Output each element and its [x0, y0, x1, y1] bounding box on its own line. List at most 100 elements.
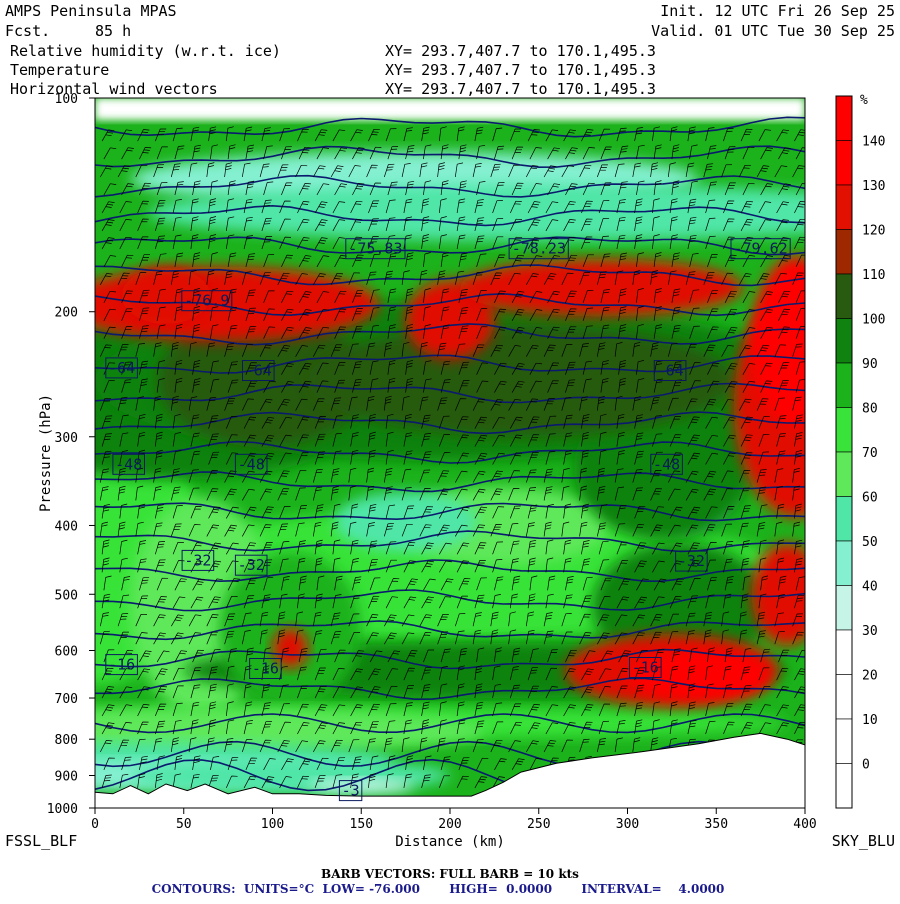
wind-barb — [742, 327, 756, 339]
isotherm-line — [95, 589, 805, 612]
wind-barb — [403, 198, 413, 214]
wind-barb — [334, 326, 347, 339]
wind-barb — [297, 557, 306, 573]
wind-barb — [330, 739, 343, 753]
wind-barb — [348, 343, 359, 357]
wind-barb — [403, 414, 412, 429]
wind-barb — [618, 288, 627, 303]
wind-barb — [139, 289, 150, 303]
wind-barb — [174, 324, 183, 339]
wind-barb — [653, 288, 662, 303]
wind-barb — [297, 201, 310, 214]
wind-barb — [348, 272, 360, 285]
wind-barb — [776, 722, 789, 735]
wind-barb — [614, 737, 623, 753]
x-tick-label: 350 — [705, 817, 728, 832]
wind-barb — [297, 237, 310, 250]
wind-barb — [190, 773, 200, 788]
wind-barb — [119, 219, 132, 232]
wind-barb — [261, 594, 271, 609]
wind-barb — [350, 200, 363, 214]
wind-barb — [440, 360, 451, 375]
wind-barb — [738, 611, 747, 627]
wind-barb — [596, 395, 605, 411]
wind-barb — [121, 650, 134, 663]
wind-barb — [387, 146, 399, 160]
wind-barb — [421, 560, 434, 573]
colorbar-bin — [835, 95, 853, 141]
wind-barb — [456, 126, 465, 142]
wind-barb — [492, 434, 505, 447]
wind-barb — [174, 578, 187, 591]
wind-barb — [243, 776, 257, 789]
wind-barb — [387, 377, 396, 393]
wind-barb — [156, 650, 170, 663]
wind-barb — [582, 254, 594, 268]
wind-barb — [596, 632, 610, 645]
wind-barb — [794, 558, 803, 573]
wind-barb — [312, 344, 326, 357]
wind-barb — [368, 668, 381, 681]
y-tick-label: 800 — [55, 733, 78, 748]
wind-barb — [581, 558, 591, 573]
wind-barb — [474, 701, 484, 717]
wind-barb — [511, 758, 525, 771]
wind-barb — [210, 324, 219, 339]
wind-barb — [438, 596, 452, 609]
wind-barb — [545, 667, 558, 681]
wind-barb — [792, 613, 804, 627]
wind-barb — [99, 397, 111, 411]
wind-barb — [225, 126, 234, 142]
wind-barb — [582, 360, 593, 375]
wind-barb — [509, 434, 523, 447]
wind-barb — [525, 522, 535, 537]
wind-barb — [139, 325, 149, 339]
wind-barb — [760, 362, 773, 375]
wind-barb — [509, 593, 518, 609]
wind-barb — [243, 701, 253, 717]
wind-barb — [438, 434, 450, 447]
wind-barb — [778, 649, 790, 663]
wind-barb — [369, 253, 381, 268]
wind-barb — [348, 467, 357, 483]
wind-barb — [563, 432, 573, 447]
wind-barb — [616, 432, 625, 447]
wind-barb — [135, 521, 144, 537]
wind-barb — [738, 398, 752, 411]
wind-barb — [474, 594, 485, 609]
wind-barb — [756, 469, 767, 483]
wind-barb — [794, 432, 803, 447]
left-endpoint: FSSL_BLF — [5, 832, 77, 850]
wind-barb — [350, 218, 363, 232]
wind-barb — [298, 146, 311, 160]
wind-barb — [117, 396, 128, 411]
wind-barb — [527, 504, 538, 519]
wind-barb — [312, 740, 326, 753]
wind-barb — [350, 449, 359, 465]
wind-barb — [279, 452, 292, 465]
wind-barb — [476, 647, 485, 663]
wind-barb — [259, 739, 272, 753]
model-title: AMPS Peninsula MPAS — [5, 2, 177, 20]
wind-barb — [334, 379, 346, 393]
wind-barb — [316, 183, 330, 196]
wind-barb — [387, 360, 396, 375]
wind-barb — [438, 216, 447, 231]
wind-barb — [385, 773, 394, 788]
wind-barb — [156, 288, 166, 303]
wind-barb — [472, 271, 484, 285]
wind-barb — [154, 128, 167, 142]
wind-barb — [314, 557, 323, 573]
wind-barb — [101, 539, 110, 555]
wind-barb — [723, 434, 736, 447]
wind-barb — [616, 596, 630, 609]
wind-barb — [259, 524, 272, 537]
wind-barb — [243, 665, 252, 681]
wind-barb — [297, 128, 309, 142]
wind-barb — [476, 380, 489, 393]
wind-barb — [103, 308, 116, 321]
wind-barb — [281, 758, 294, 771]
wind-barb — [385, 217, 396, 231]
wind-barb — [172, 667, 185, 681]
